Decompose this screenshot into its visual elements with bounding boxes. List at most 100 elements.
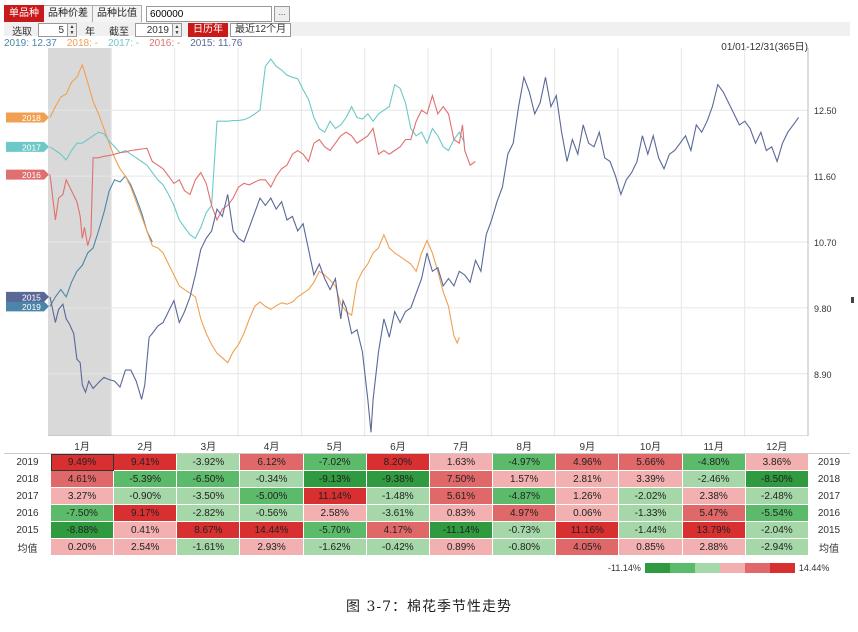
table-cell[interactable]: 9.41%: [113, 453, 178, 471]
table-cell[interactable]: 9.17%: [113, 504, 178, 522]
table-cell[interactable]: 2.93%: [239, 538, 304, 556]
table-cell[interactable]: -1.48%: [365, 487, 430, 505]
table-cell[interactable]: -0.80%: [492, 538, 557, 556]
table-cell[interactable]: -2.02%: [618, 487, 683, 505]
recent-12m-button[interactable]: 最近12个月: [230, 23, 292, 37]
table-cell[interactable]: -1.62%: [302, 538, 367, 556]
table-cell[interactable]: -5.70%: [302, 521, 367, 539]
month-header[interactable]: 3月: [176, 436, 241, 454]
table-cell[interactable]: 11.16%: [555, 521, 620, 539]
month-header[interactable]: 10月: [618, 436, 683, 454]
table-cell[interactable]: 0.41%: [113, 521, 178, 539]
table-cell[interactable]: -4.97%: [492, 453, 557, 471]
table-cell[interactable]: -2.94%: [744, 538, 810, 556]
month-header[interactable]: 6月: [365, 436, 430, 454]
table-cell[interactable]: 4.61%: [49, 470, 115, 488]
table-cell[interactable]: -4.87%: [492, 487, 557, 505]
table-cell[interactable]: 2.88%: [681, 538, 746, 556]
table-cell[interactable]: 3.27%: [49, 487, 115, 505]
table-cell[interactable]: -9.13%: [302, 470, 367, 488]
series-tag-label: 2019: [22, 302, 41, 312]
table-cell[interactable]: -11.14%: [428, 521, 494, 539]
calendar-year-button[interactable]: 日历年: [188, 23, 228, 37]
until-stepper[interactable]: 2019 ▲ ▼: [135, 23, 182, 37]
table-cell[interactable]: 0.20%: [49, 538, 115, 556]
month-header[interactable]: 8月: [492, 436, 557, 454]
table-cell[interactable]: -3.50%: [176, 487, 241, 505]
series-tag-2016: 2016: [6, 169, 49, 180]
table-cell[interactable]: -8.88%: [49, 521, 115, 539]
table-cell[interactable]: -7.50%: [49, 504, 115, 522]
table-cell[interactable]: -2.82%: [176, 504, 241, 522]
scroll-marker: [851, 297, 854, 303]
table-cell[interactable]: -3.61%: [365, 504, 430, 522]
table-cell[interactable]: 5.66%: [618, 453, 683, 471]
table-cell[interactable]: -2.46%: [681, 470, 746, 488]
table-cell[interactable]: -5.00%: [239, 487, 304, 505]
table-cell[interactable]: 9.49%: [49, 453, 115, 471]
month-header[interactable]: 1月: [49, 436, 115, 454]
table-cell[interactable]: 8.67%: [176, 521, 241, 539]
table-cell[interactable]: -0.56%: [239, 504, 304, 522]
table-cell[interactable]: -1.33%: [618, 504, 683, 522]
table-cell[interactable]: -9.38%: [365, 470, 430, 488]
table-cell[interactable]: 7.50%: [428, 470, 494, 488]
table-cell[interactable]: 13.79%: [681, 521, 746, 539]
table-cell[interactable]: 4.05%: [555, 538, 620, 556]
table-cell[interactable]: 4.97%: [492, 504, 557, 522]
table-cell[interactable]: 2.58%: [302, 504, 367, 522]
table-cell[interactable]: 2.54%: [113, 538, 178, 556]
browse-button[interactable]: ...: [274, 6, 290, 22]
table-cell[interactable]: 8.20%: [365, 453, 430, 471]
table-cell[interactable]: 0.83%: [428, 504, 494, 522]
table-cell[interactable]: 14.44%: [239, 521, 304, 539]
table-cell[interactable]: -0.73%: [492, 521, 557, 539]
stepper-arrows-icon[interactable]: ▲ ▼: [172, 24, 181, 36]
table-cell[interactable]: 3.39%: [618, 470, 683, 488]
stepper-arrows-icon[interactable]: ▲ ▼: [67, 24, 76, 36]
month-header[interactable]: 5月: [302, 436, 367, 454]
month-header[interactable]: 12月: [744, 436, 810, 454]
table-cell[interactable]: 4.96%: [555, 453, 620, 471]
series-tag-2015: 2015: [6, 291, 49, 302]
table-cell[interactable]: -6.50%: [176, 470, 241, 488]
table-cell[interactable]: -3.92%: [176, 453, 241, 471]
table-cell[interactable]: -2.04%: [744, 521, 810, 539]
table-cell[interactable]: 5.61%: [428, 487, 494, 505]
code-input[interactable]: [146, 6, 272, 22]
month-header[interactable]: 4月: [239, 436, 304, 454]
table-cell[interactable]: -1.44%: [618, 521, 683, 539]
table-cell[interactable]: -0.42%: [365, 538, 430, 556]
table-cell[interactable]: 6.12%: [239, 453, 304, 471]
table-cell[interactable]: 11.14%: [302, 487, 367, 505]
years-stepper[interactable]: 5 ▲ ▼: [38, 23, 77, 37]
years-unit: 年: [85, 26, 95, 38]
table-cell[interactable]: 1.57%: [492, 470, 557, 488]
table-cell[interactable]: 3.86%: [744, 453, 810, 471]
table-cell[interactable]: 5.47%: [681, 504, 746, 522]
row-label: 均值: [4, 538, 51, 556]
table-cell[interactable]: -0.90%: [113, 487, 178, 505]
table-cell[interactable]: -8.50%: [744, 470, 810, 488]
scale-min: -11.14%: [608, 563, 641, 573]
table-cell[interactable]: -0.34%: [239, 470, 304, 488]
table-cell[interactable]: -5.54%: [744, 504, 810, 522]
month-header[interactable]: 2月: [113, 436, 178, 454]
table-cell[interactable]: -2.48%: [744, 487, 810, 505]
table-cell[interactable]: -4.80%: [681, 453, 746, 471]
table-cell[interactable]: 0.89%: [428, 538, 494, 556]
table-cell[interactable]: -5.39%: [113, 470, 178, 488]
month-header[interactable]: 11月: [681, 436, 746, 454]
table-cell[interactable]: 2.38%: [681, 487, 746, 505]
table-cell[interactable]: 1.26%: [555, 487, 620, 505]
month-header[interactable]: 9月: [555, 436, 620, 454]
table-cell[interactable]: 2.81%: [555, 470, 620, 488]
table-cell[interactable]: 4.17%: [365, 521, 430, 539]
table-cell[interactable]: 0.06%: [555, 504, 620, 522]
month-header[interactable]: 7月: [428, 436, 494, 454]
table-cell[interactable]: 1.63%: [428, 453, 494, 471]
series-tag-label: 2018: [22, 113, 41, 123]
table-cell[interactable]: 0.85%: [618, 538, 683, 556]
table-cell[interactable]: -1.61%: [176, 538, 241, 556]
table-cell[interactable]: -7.02%: [302, 453, 367, 471]
